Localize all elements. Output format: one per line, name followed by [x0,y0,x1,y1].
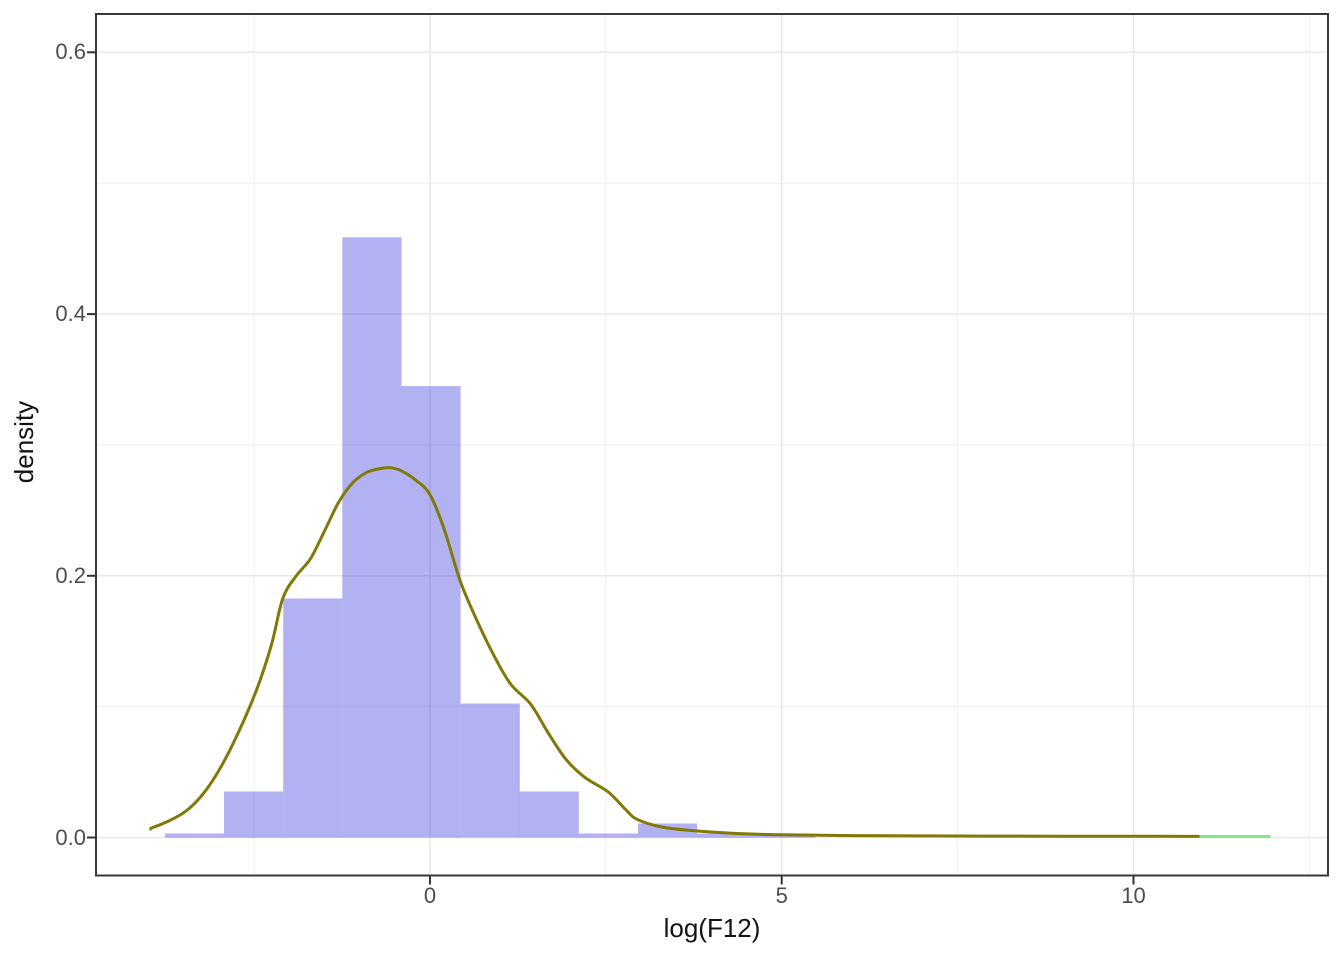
x-tick-label: 5 [775,883,788,908]
histogram-bar [519,791,579,838]
density-curve [149,466,1200,838]
histogram-bar [697,833,757,838]
histogram-bar [460,703,520,838]
histogram-bar [342,237,402,838]
histogram-bar [401,386,461,838]
x-tick-label: 0 [423,883,437,908]
histogram-bar [578,833,638,838]
x-tick-label: 10 [1121,883,1146,908]
y-tick-label: 0.6 [55,39,86,65]
y-tick-label: 0.4 [55,301,86,327]
panel-border [95,13,1329,877]
y-axis-title: density [9,400,39,484]
histogram-bar [638,823,698,838]
x-axis-title: log(F12) [663,913,761,943]
histogram-bar [164,833,224,838]
y-tick-label: 0.0 [55,824,86,850]
histogram-bar [224,791,284,838]
y-tick-label: 0.2 [55,562,86,588]
histogram-bar [283,598,343,838]
